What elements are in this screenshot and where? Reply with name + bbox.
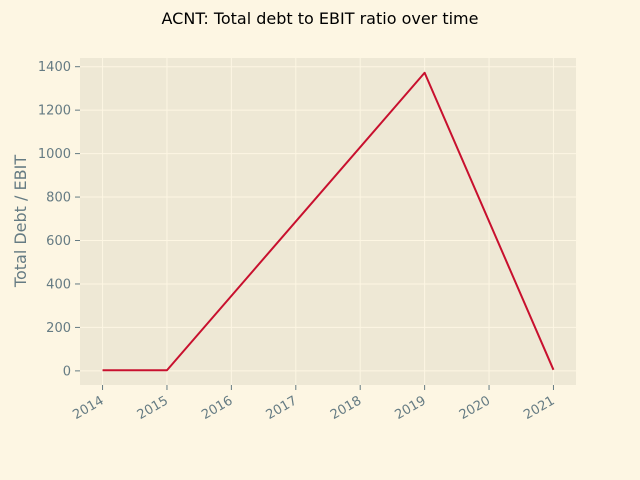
y-tick-label: 400 <box>46 277 71 292</box>
plot-area <box>80 58 576 385</box>
y-tick-label: 1400 <box>38 60 71 75</box>
y-tick-label: 1200 <box>38 104 71 119</box>
y-tick-label: 1000 <box>38 147 71 162</box>
y-axis-label: Total Debt / EBIT <box>11 155 30 288</box>
series-line <box>102 71 555 372</box>
y-axis-ticks: 0 200 400 600 800 1000 1200 1400 <box>38 60 80 379</box>
y-tick-label: 600 <box>46 234 71 249</box>
y-tick-label: 0 <box>63 364 71 379</box>
chart-title: ACNT: Total debt to EBIT ratio over time <box>162 9 479 28</box>
y-tick-label: 200 <box>46 321 71 336</box>
y-tick-label: 800 <box>46 191 71 206</box>
